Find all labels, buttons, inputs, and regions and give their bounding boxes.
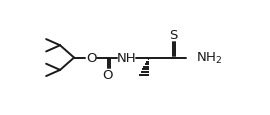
Text: S: S bbox=[169, 29, 177, 42]
Text: NH: NH bbox=[117, 52, 137, 65]
Text: NH$_2$: NH$_2$ bbox=[197, 51, 223, 66]
Text: O: O bbox=[102, 68, 113, 81]
Text: O: O bbox=[86, 52, 96, 65]
